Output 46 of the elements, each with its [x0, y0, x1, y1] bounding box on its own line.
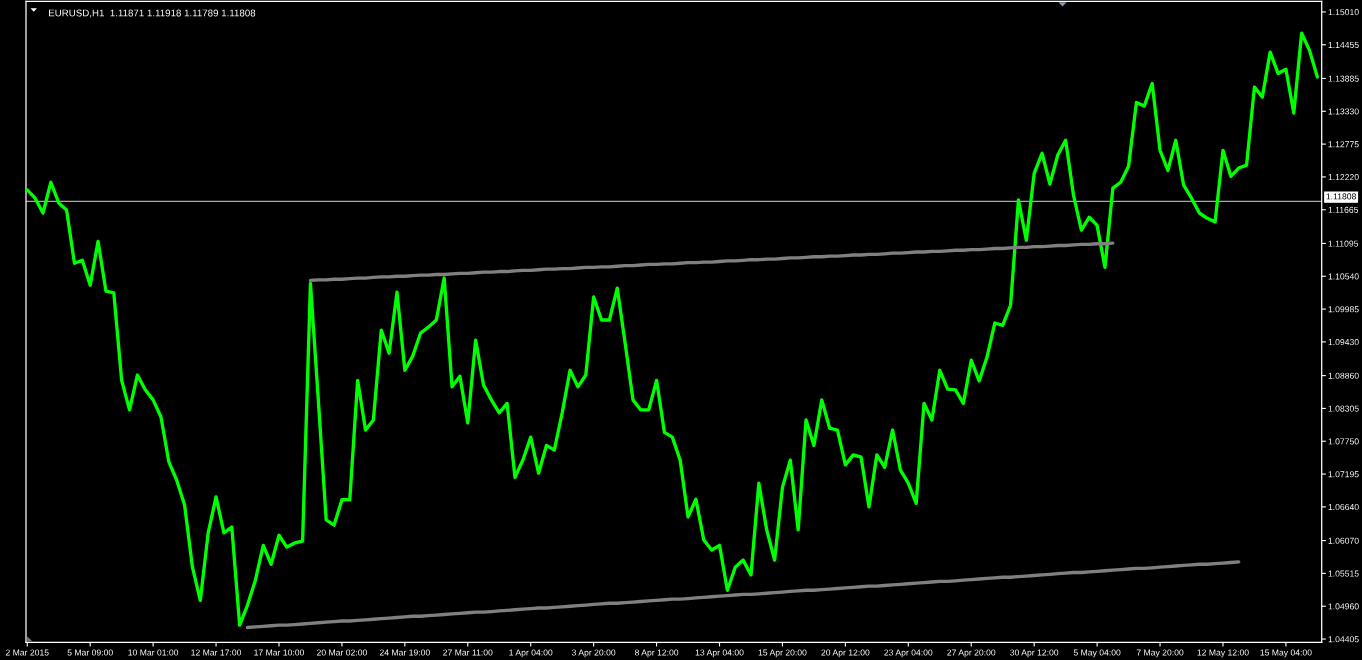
- y-tick-label: 1.11095: [1328, 240, 1359, 247]
- y-tick-label: 1.15010: [1328, 9, 1359, 16]
- y-tick-label: 1.04960: [1328, 603, 1359, 610]
- y-tick-label: 1.09985: [1328, 306, 1359, 313]
- line-series: [26, 31, 1320, 627]
- x-tick-label: 27 Mar 11:00: [443, 649, 493, 656]
- x-tick-label: 20 Apr 12:00: [821, 649, 870, 658]
- y-tick-label: 1.04405: [1328, 636, 1359, 643]
- x-tick-label: 10 Mar 01:00: [128, 649, 179, 656]
- x-tick-label: 3 Apr 20:00: [571, 649, 616, 658]
- line-series: [308, 241, 1115, 283]
- x-tick-label: 8 Apr 12:00: [634, 649, 679, 658]
- text: EURUSD,H1 1.11871 1.11918 1.11789 1.11808: [49, 9, 256, 18]
- x-tick-label: 15 Apr 20:00: [758, 649, 807, 658]
- x-tick-label: 12 May 12:00: [1197, 649, 1249, 658]
- x-tick-label: 12 Mar 17:00: [191, 649, 242, 656]
- y-tick-label: 1.08860: [1328, 372, 1359, 379]
- x-tick-label: 24 Mar 19:00: [379, 649, 430, 656]
- line-series: [245, 560, 1241, 630]
- y-tick-label: 1.12775: [1328, 141, 1359, 148]
- x-tick-label: 7 May 20:00: [1136, 649, 1184, 658]
- x-tick-label: 5 May 04:00: [1073, 649, 1121, 658]
- y-tick-label: 1.08305: [1328, 405, 1359, 412]
- x-tick-label: 23 Apr 04:00: [884, 649, 933, 658]
- y-tick-label: 1.05515: [1328, 570, 1359, 577]
- x-tick-label: 15 May 04:00: [1260, 649, 1312, 658]
- x-tick-label: 30 Apr 12:00: [1010, 649, 1059, 658]
- y-tick-label: 1.14455: [1328, 41, 1359, 48]
- y-tick-label: 1.06070: [1328, 537, 1359, 544]
- y-tick-label: 1.12220: [1328, 174, 1359, 181]
- ref-line-label: 1.11808: [1326, 193, 1356, 200]
- x-tick-label: 5 Mar 09:00: [67, 649, 113, 656]
- y-tick-label: 1.06640: [1328, 503, 1359, 511]
- x-tick-label: 17 Mar 10:00: [254, 649, 305, 656]
- x-tick-label: 20 Mar 02:00: [316, 649, 367, 656]
- y-tick-label: 1.13885: [1328, 75, 1359, 82]
- y-tick-label: 1.07750: [1328, 438, 1359, 445]
- x-tick-label: 1 Apr 04:00: [509, 649, 553, 658]
- y-tick-label: 1.11665: [1328, 206, 1359, 213]
- y-tick-label: 1.10540: [1328, 273, 1359, 280]
- y-tick-label: 1.07195: [1328, 471, 1359, 478]
- y-tick-label: 1.09430: [1328, 339, 1359, 346]
- y-tick-label: 1.13330: [1328, 108, 1359, 115]
- x-tick-label: 27 Apr 20:00: [947, 649, 996, 658]
- x-tick-label: 2 Mar 2015: [5, 649, 49, 656]
- x-tick-label: 13 Apr 04:00: [695, 649, 744, 658]
